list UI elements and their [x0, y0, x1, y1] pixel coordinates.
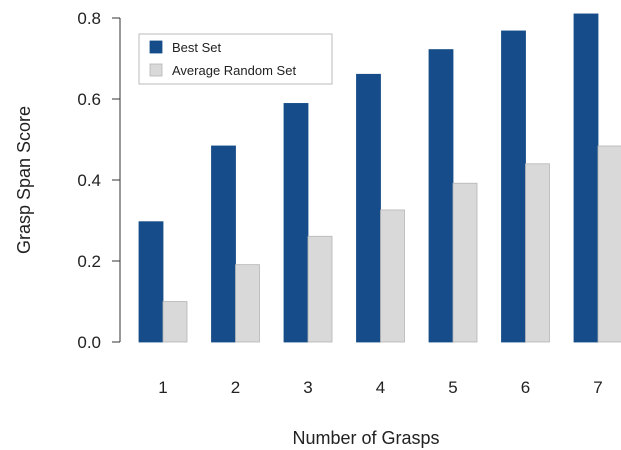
- x-tick-label: 2: [231, 378, 240, 397]
- x-tick-label: 5: [448, 378, 457, 397]
- bar-average-random-set: [525, 163, 550, 343]
- legend: Best Set Average Random Set: [138, 33, 333, 85]
- bar-best-set: [283, 103, 309, 343]
- y-axis-title: Grasp Span Score: [14, 106, 34, 254]
- y-tick-label: 0.2: [77, 252, 101, 271]
- x-axis: 1 2 3 4 5 6 7: [158, 378, 602, 397]
- legend-swatch: [149, 40, 163, 54]
- bars: [138, 13, 621, 343]
- bar-average-random-set: [162, 301, 188, 343]
- legend-swatch: [149, 63, 163, 77]
- bar-best-set: [428, 49, 454, 343]
- x-tick-label: 3: [303, 378, 312, 397]
- y-tick-label: 0.6: [77, 90, 101, 109]
- bar-average-random-set: [307, 235, 333, 343]
- x-tick-label: 7: [593, 378, 602, 397]
- bar-best-set: [138, 221, 164, 343]
- bar-average-random-set: [597, 145, 621, 343]
- bar-average-random-set: [235, 264, 260, 343]
- bar-best-set: [573, 13, 599, 343]
- legend-box: [138, 33, 333, 85]
- x-axis-title: Number of Grasps: [292, 428, 439, 448]
- x-tick-label: 4: [376, 378, 385, 397]
- bar-best-set: [501, 30, 526, 343]
- y-tick-label: 0.0: [77, 333, 101, 352]
- legend-label: Best Set: [172, 40, 222, 55]
- bar-average-random-set: [452, 182, 478, 343]
- x-tick-label: 1: [158, 378, 167, 397]
- legend-label: Average Random Set: [172, 63, 296, 78]
- y-tick-label: 0.8: [77, 9, 101, 28]
- bar-average-random-set: [380, 209, 405, 343]
- bar-best-set: [211, 145, 236, 343]
- bar-best-set: [356, 73, 381, 343]
- y-tick-label: 0.4: [77, 171, 101, 190]
- y-axis: 0.0 0.2 0.4 0.6 0.8: [77, 9, 121, 352]
- x-tick-label: 6: [521, 378, 530, 397]
